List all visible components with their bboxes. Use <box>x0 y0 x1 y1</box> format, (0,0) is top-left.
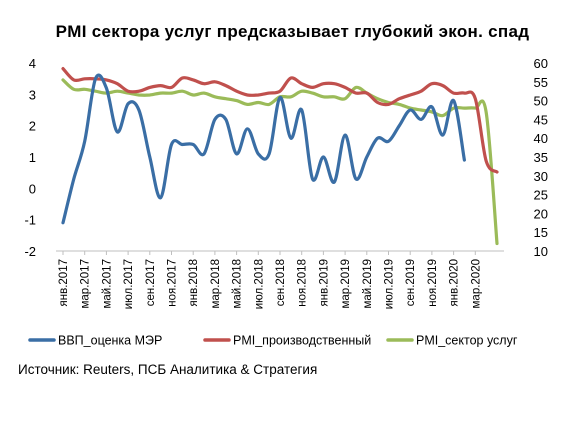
y-right-tick-label: 25 <box>534 188 548 203</box>
x-tick-label: янв.2018 <box>188 259 200 306</box>
y-right-tick-label: 50 <box>534 94 548 109</box>
y-right-tick-label: 20 <box>534 206 548 221</box>
series-line-0 <box>61 73 466 225</box>
x-tick-label: июл.2019 <box>384 259 396 309</box>
source-note: Источник: Reuters, ПСБ Аналитика & Страт… <box>18 362 318 377</box>
x-tick-label: янв.2019 <box>318 259 330 306</box>
y-right-tick-label: 30 <box>534 169 548 184</box>
y-right-tick-label: 55 <box>534 75 548 90</box>
series-line-1 <box>61 67 499 174</box>
x-tick-label: янв.2017 <box>58 259 70 306</box>
x-tick-label: май.2017 <box>101 259 113 309</box>
y-right-tick-label: 35 <box>534 150 548 165</box>
y-left-tick-label: 3 <box>29 87 36 102</box>
x-tick-label: сен.2019 <box>405 259 417 306</box>
chart-title: PMI сектора услуг предсказывает глубокий… <box>55 22 530 41</box>
y-left-tick-label: -2 <box>24 244 36 259</box>
x-tick-label: май.2018 <box>232 259 244 309</box>
y-left-tick-label: 2 <box>29 119 36 134</box>
y-left-tick-label: 1 <box>29 150 36 165</box>
x-tick-label: май.2019 <box>362 259 374 309</box>
y-right-tick-label: 10 <box>534 244 548 259</box>
y-right-tick-label: 40 <box>534 131 548 146</box>
x-tick-label: ноя.2019 <box>427 259 439 307</box>
x-tick-label: мар.2017 <box>80 259 92 308</box>
legend-label-1: PMI_производственный <box>233 334 371 348</box>
y-right-tick-label: 45 <box>534 112 548 127</box>
y-axis-right: 60 55 50 45 40 35 30 25 20 15 10 <box>534 56 548 259</box>
x-tick-label: мар.2018 <box>210 259 222 308</box>
legend: ВВП_оценка МЭР PMI_производственный PMI_се… <box>28 334 518 348</box>
legend-label-0: ВВП_оценка МЭР <box>58 334 162 348</box>
x-tick-label: мар.2020 <box>470 259 482 308</box>
y-axis-left: 4 3 2 1 0 -1 -2 <box>24 56 36 259</box>
y-left-tick-label: 0 <box>29 181 36 196</box>
x-tick-label: ноя.2017 <box>167 259 179 307</box>
x-tick-label: мар.2019 <box>340 259 352 308</box>
x-tick-label: июл.2017 <box>123 259 135 309</box>
legend-label-2: PMI_сектор услуг <box>416 334 518 348</box>
y-left-tick-label: -1 <box>24 213 36 228</box>
x-axis: янв.2017 мар.2017 май.2017 июл.2017 сен.2017… <box>56 250 504 309</box>
x-tick-label: июл.2018 <box>253 259 265 309</box>
x-tick-label: сен.2018 <box>275 259 287 306</box>
y-left-tick-label: 4 <box>29 56 36 71</box>
x-tick-label: сен.2017 <box>145 259 157 306</box>
x-tick-label: янв.2020 <box>449 259 461 306</box>
y-right-tick-label: 15 <box>534 225 548 240</box>
x-tick-label: ноя.2018 <box>297 259 309 307</box>
series-lines <box>61 67 499 246</box>
y-right-tick-label: 60 <box>534 56 548 71</box>
